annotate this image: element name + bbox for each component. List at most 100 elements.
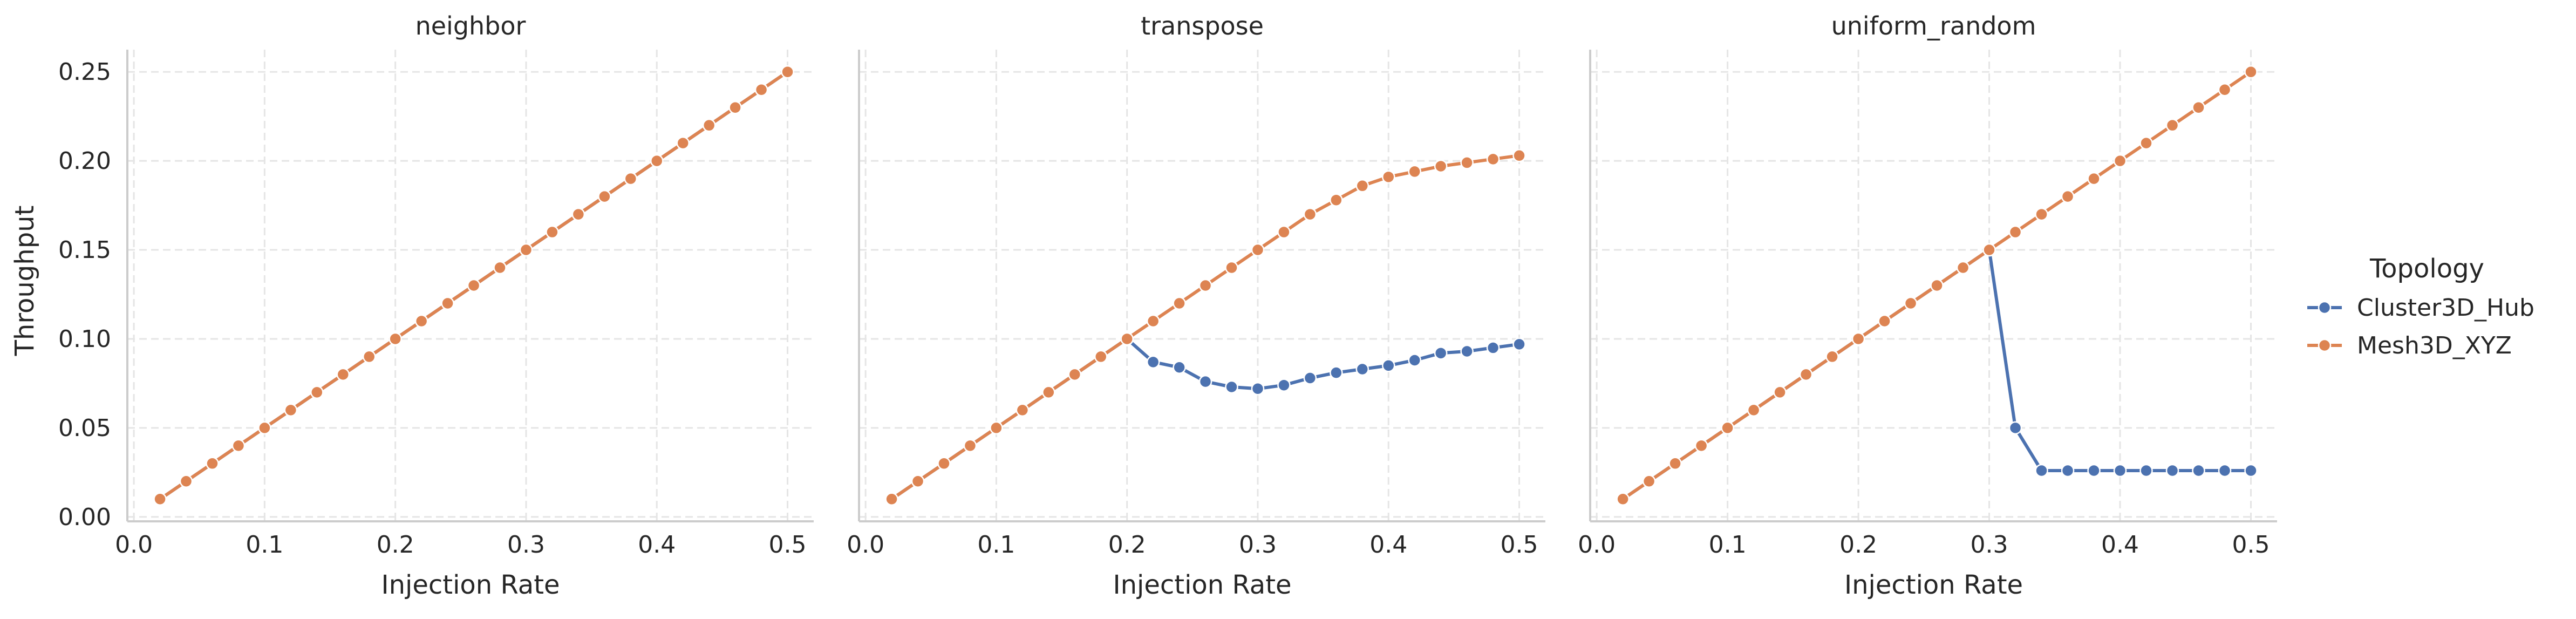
data-point-Mesh3D_XYZ [231,439,246,453]
data-point-Mesh3D_XYZ [911,474,925,488]
data-point-Cluster3D_Hub [1146,355,1160,369]
data-point-Cluster3D_Hub [1198,375,1212,389]
x-tick-label: 0.2 [1839,531,1877,559]
data-point-Mesh3D_XYZ [781,65,794,79]
data-point-Mesh3D_XYZ [1747,403,1761,417]
data-point-Mesh3D_XYZ [1146,314,1160,328]
y-tick-label: 0.15 [58,236,111,264]
panel-transpose: 0.0 0.1 0.2 0.3 0.4 0.5 transpose Injection Rat… [847,11,1545,600]
data-point-Mesh3D_XYZ [258,421,271,435]
data-point-Mesh3D_XYZ [2035,207,2048,221]
data-point-Cluster3D_Hub [1303,371,1317,385]
x-tick-label: 0.0 [847,531,884,559]
data-point-Cluster3D_Hub [2087,464,2101,478]
x-tick-label: 0.4 [638,531,676,559]
data-point-Mesh3D_XYZ [441,296,454,310]
series-line-Mesh3D_XYZ [890,154,1519,501]
x-tick-label: 0.3 [1971,531,2008,559]
data-point-Mesh3D_XYZ [1878,314,1891,328]
data-point-Mesh3D_XYZ [336,368,350,382]
x-tick-label: 0.0 [115,531,153,559]
x-tick-label: 0.5 [1501,531,1538,559]
data-point-Cluster3D_Hub [1408,353,1421,367]
data-point-Cluster3D_Hub [1251,382,1265,396]
data-point-Cluster3D_Hub [1173,360,1186,374]
data-point-Cluster3D_Hub [1434,346,1448,360]
data-point-Mesh3D_XYZ [153,492,167,506]
x-tick-label: 0.2 [377,531,414,559]
data-point-Mesh3D_XYZ [389,332,402,346]
data-point-Mesh3D_XYZ [963,439,977,453]
data-point-Mesh3D_XYZ [1251,243,1265,257]
legend-label: Cluster3D_Hub [2357,294,2534,322]
legend-label: Mesh3D_XYZ [2357,332,2512,359]
data-point-Mesh3D_XYZ [1616,492,1630,506]
data-point-Cluster3D_Hub [1355,362,1369,376]
data-point-Mesh3D_XYZ [1642,474,1656,488]
y-tick-label: 0.10 [58,325,111,353]
data-point-Mesh3D_XYZ [1694,439,1708,453]
data-point-Mesh3D_XYZ [1904,296,1918,310]
data-point-Cluster3D_Hub [1277,378,1291,392]
data-point-Mesh3D_XYZ [1120,332,1134,346]
x-tick-label: 0.2 [1108,531,1146,559]
data-point-Mesh3D_XYZ [598,189,611,203]
data-point-Mesh3D_XYZ [2061,189,2075,203]
data-point-Cluster3D_Hub [2113,464,2127,478]
data-point-Cluster3D_Hub [2139,464,2153,478]
data-point-Mesh3D_XYZ [650,154,664,168]
legend-title: Topology [2369,254,2484,284]
data-point-Mesh3D_XYZ [206,457,219,471]
data-point-Cluster3D_Hub [2218,464,2232,478]
x-tick-label: 0.1 [246,531,283,559]
data-point-Cluster3D_Hub [2008,421,2022,435]
data-point-Mesh3D_XYZ [546,225,559,239]
x-tick-label: 0.4 [1369,531,1407,559]
data-point-Mesh3D_XYZ [1721,421,1734,435]
x-axis-label: Injection Rate [1844,570,2023,600]
data-point-Mesh3D_XYZ [728,100,742,114]
data-point-Cluster3D_Hub [1225,380,1238,394]
x-tick-label: 0.1 [977,531,1015,559]
y-tick-label: 0.05 [58,414,111,442]
data-point-Cluster3D_Hub [1512,337,1526,351]
data-point-Mesh3D_XYZ [885,492,898,506]
data-point-Mesh3D_XYZ [2192,100,2205,114]
data-point-Cluster3D_Hub [2192,464,2205,478]
data-point-Mesh3D_XYZ [2218,83,2232,97]
data-point-Mesh3D_XYZ [493,261,507,275]
data-point-Mesh3D_XYZ [990,421,1003,435]
series-line-Cluster3D_Hub [890,337,1519,501]
data-point-Mesh3D_XYZ [1773,385,1787,399]
data-point-Mesh3D_XYZ [1799,368,1813,382]
data-point-Mesh3D_XYZ [1434,159,1448,173]
x-tick-label: 0.4 [2101,531,2139,559]
x-axis-label: Injection Rate [381,570,560,600]
data-point-Mesh3D_XYZ [1486,152,1500,166]
data-point-Mesh3D_XYZ [1303,207,1317,221]
data-point-Mesh3D_XYZ [624,172,638,186]
legend-swatch-marker [2318,338,2332,352]
panel-neighbor: 0.0 0.1 0.2 0.3 0.4 0.5 0.00 0.05 0.10 0.15 0.20 0.… [58,11,814,600]
x-tick-label: 0.5 [2232,531,2270,559]
facet-title: transpose [1141,11,1264,40]
data-point-Mesh3D_XYZ [937,457,951,471]
x-tick-label: 0.0 [1578,531,1616,559]
data-point-Mesh3D_XYZ [1982,243,1996,257]
data-point-Mesh3D_XYZ [1382,170,1395,184]
facet-title: uniform_random [1831,11,2036,40]
data-point-Mesh3D_XYZ [1042,385,1055,399]
data-point-Mesh3D_XYZ [702,118,716,132]
data-point-Mesh3D_XYZ [179,474,193,488]
data-point-Cluster3D_Hub [1382,359,1395,372]
data-point-Mesh3D_XYZ [1930,278,1944,293]
data-point-Mesh3D_XYZ [1355,179,1369,193]
data-point-Mesh3D_XYZ [1512,148,1526,162]
data-point-Mesh3D_XYZ [2008,225,2022,239]
data-point-Mesh3D_XYZ [467,278,481,293]
y-tick-label: 0.25 [58,58,111,86]
data-point-Mesh3D_XYZ [2139,136,2153,150]
data-point-Mesh3D_XYZ [754,83,768,97]
